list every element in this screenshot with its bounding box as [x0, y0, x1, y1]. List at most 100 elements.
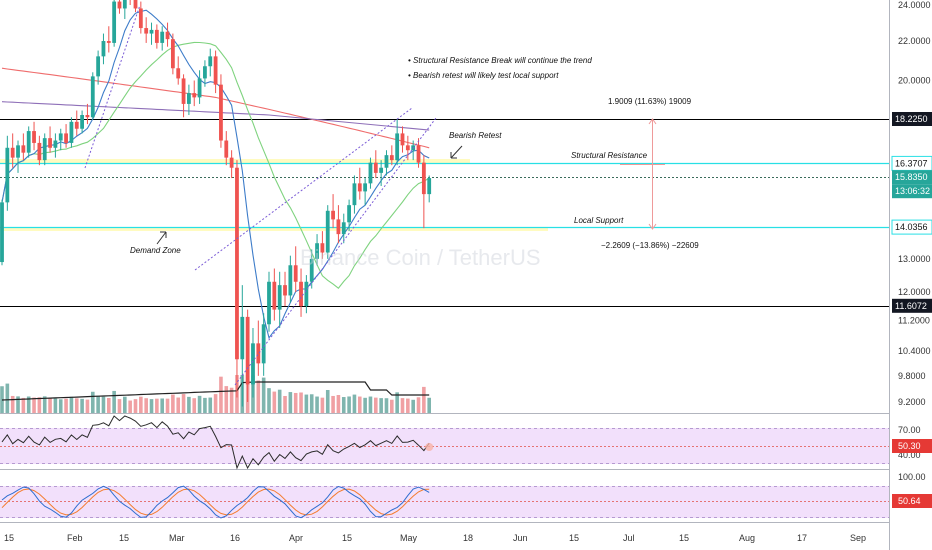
candle-body — [427, 178, 432, 195]
candle-body — [240, 316, 245, 360]
candle-body — [42, 138, 47, 161]
candle-body — [400, 133, 405, 146]
volume-bar — [117, 399, 122, 413]
volume-bar — [363, 397, 367, 413]
candle-body — [197, 78, 202, 98]
volume-bar — [400, 398, 405, 413]
candle-body — [48, 138, 52, 148]
volume-bar — [229, 387, 234, 413]
annotation-measure-down: −2.2609 (−13.86%) −22609 — [601, 241, 699, 250]
volume-bar — [21, 397, 26, 413]
volume-bar — [283, 395, 287, 413]
candle-body — [208, 56, 213, 67]
trendline-dotted — [84, 4, 141, 169]
volume-bar — [427, 397, 431, 413]
annotation-measure-up: 1.9009 (11.63%) 19009 — [608, 97, 692, 106]
volume-bar — [277, 389, 282, 413]
candle-body — [293, 265, 298, 282]
price-axis-label: 10.4000 — [898, 346, 931, 356]
candle-body — [288, 265, 293, 296]
volume-bar — [181, 394, 186, 413]
volume-bar — [48, 398, 52, 413]
candle-body — [267, 281, 271, 325]
candle-body — [277, 285, 282, 310]
volume-bar — [42, 396, 47, 413]
volume-bar — [171, 394, 175, 413]
time-axis-label: Mar — [169, 533, 185, 543]
volume-bar — [123, 396, 127, 413]
time-axis-label: 15 — [569, 533, 579, 543]
candle-body — [90, 76, 95, 118]
volume-bar — [197, 395, 202, 413]
volume-bar — [85, 399, 90, 413]
channel-upper-line — [194, 107, 413, 271]
volume-bar — [107, 398, 111, 413]
volume-bar — [5, 383, 10, 413]
candle-body — [416, 145, 421, 163]
candle-body — [421, 162, 426, 195]
stoch-k-line — [1, 485, 430, 519]
stoch-tag-box — [892, 494, 932, 508]
candle-body — [187, 93, 191, 104]
stoch-d-line — [1, 488, 430, 516]
rsi-marker — [425, 443, 434, 451]
volume-bar — [352, 394, 357, 413]
price-tag-label: 14.0356 — [895, 222, 928, 232]
volume-bar — [336, 395, 341, 413]
volume-bar — [16, 396, 20, 413]
volume-bar — [406, 398, 410, 413]
rsi-line — [1, 415, 430, 470]
price-tag-label: 16.3707 — [895, 158, 928, 168]
annotation-bullet1: • Structural Resistance Break will conti… — [408, 56, 592, 65]
volume-bar — [203, 397, 207, 413]
price-axis-label: 22.0000 — [898, 36, 931, 46]
measure-arrow-up — [648, 118, 657, 125]
volume-bar — [325, 390, 330, 413]
candle-body — [368, 162, 373, 184]
candle-body — [384, 155, 389, 168]
volume-bar — [64, 398, 68, 413]
time-axis-label: 15 — [4, 533, 14, 543]
candle-body — [219, 84, 223, 141]
time-axis-label: Feb — [67, 533, 83, 543]
volume-bar — [58, 399, 63, 413]
volume-bar — [112, 390, 116, 413]
candle-body — [395, 133, 400, 161]
volume-bar — [149, 399, 154, 413]
price-axis-label: 24.0000 — [898, 0, 931, 10]
volume-bar — [176, 397, 181, 413]
volume-bar — [96, 395, 100, 413]
candle-body — [144, 28, 149, 34]
volume-bar — [37, 397, 42, 413]
volume-bar — [74, 398, 79, 413]
volume-bar — [213, 394, 218, 413]
candle-body — [283, 285, 287, 296]
candle-body — [53, 140, 58, 148]
time-axis-label: May — [400, 533, 418, 543]
candle-body — [363, 183, 368, 192]
bearish-retest-arrow — [450, 145, 463, 159]
candle-body — [272, 281, 277, 310]
candle-body — [213, 56, 218, 85]
candle-body — [101, 41, 106, 57]
candle-body — [149, 29, 154, 34]
annotation-local-support: Local Support — [574, 216, 624, 225]
price-tag-box — [892, 298, 932, 313]
candle-body — [357, 183, 362, 192]
chart-watermark: Binance Coin / TetherUS — [300, 245, 541, 270]
annotation-structural-resistance: Structural Resistance — [571, 151, 648, 160]
volume-bar — [299, 392, 303, 413]
candle-body — [0, 202, 4, 263]
candle-body — [251, 343, 255, 385]
rsi-axis-label: 70.00 — [898, 425, 921, 435]
annotation-bullet2: • Bearish retest will likely test local … — [408, 71, 559, 80]
candle-body — [352, 183, 357, 206]
resistance-zone-band — [0, 159, 470, 164]
price-tag-label: 18.2250 — [895, 114, 928, 124]
volume-bar — [53, 398, 58, 413]
candle-body — [405, 145, 410, 151]
volume-bar — [32, 397, 36, 413]
time-axis-label: Aug — [739, 533, 755, 543]
